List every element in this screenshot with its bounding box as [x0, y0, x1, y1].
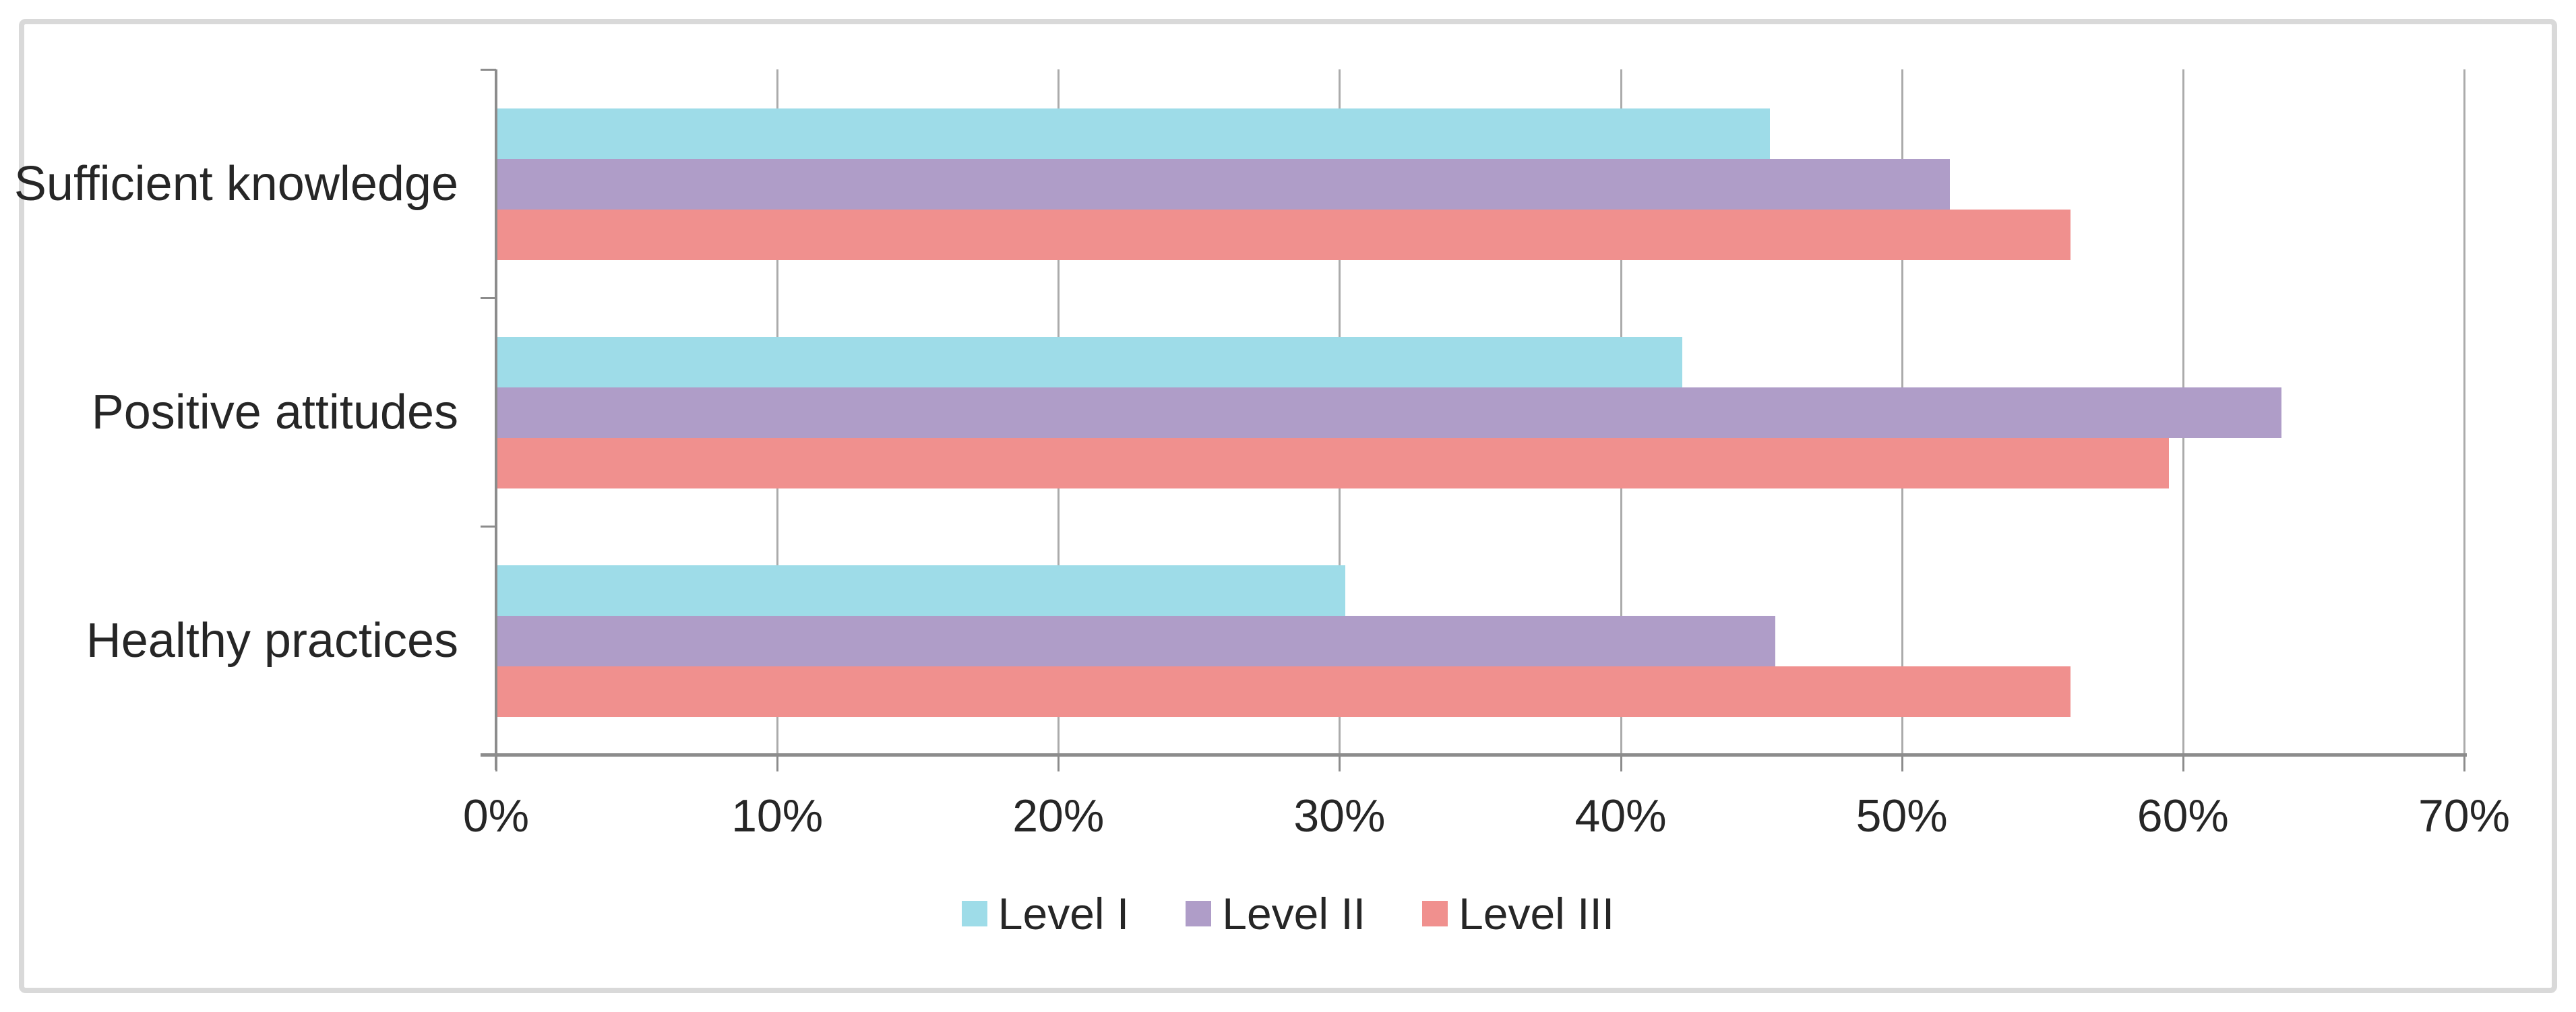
x-tick-label-20: 20% — [1012, 790, 1105, 842]
legend: Level I Level II Level III — [0, 888, 2576, 939]
category-label-healthy-practices: Healthy practices — [86, 613, 458, 668]
x-tick-0 — [495, 757, 497, 771]
x-axis-line — [481, 753, 2467, 757]
legend-label-level-i: Level I — [998, 889, 1130, 939]
y-axis-line — [495, 69, 497, 770]
bar-level-i-healthy-practices — [496, 565, 1345, 616]
x-tick-40 — [1620, 757, 1622, 771]
y-tick-0 — [481, 69, 496, 71]
legend-item-level-ii: Level II — [1186, 888, 1366, 939]
x-tick-label-30: 30% — [1293, 790, 1386, 842]
bar-level-iii-sufficient-knowledge — [496, 210, 2071, 260]
x-tick-20 — [1057, 757, 1060, 771]
bar-level-ii-healthy-practices — [496, 616, 1775, 666]
bar-level-i-sufficient-knowledge — [496, 108, 1770, 159]
x-tick-label-0: 0% — [462, 790, 530, 842]
plot-area — [496, 69, 2465, 755]
x-tick-70 — [2463, 757, 2465, 771]
legend-label-level-iii: Level III — [1459, 889, 1615, 939]
category-label-sufficient-knowledge: Sufficient knowledge — [13, 156, 458, 211]
y-tick-3 — [481, 754, 496, 756]
category-label-positive-attitudes: Positive attitudes — [91, 385, 458, 439]
bar-level-i-positive-attitudes — [496, 337, 1683, 387]
bar-level-iii-positive-attitudes — [496, 438, 2169, 488]
legend-swatch-icon-level-i — [961, 901, 987, 926]
legend-item-level-iii: Level III — [1422, 888, 1614, 939]
x-tick-label-10: 10% — [731, 790, 824, 842]
legend-label-level-ii: Level II — [1222, 889, 1366, 939]
x-tick-label-40: 40% — [1574, 790, 1667, 842]
y-tick-1 — [481, 297, 496, 299]
legend-item-level-i: Level I — [961, 888, 1130, 939]
x-tick-60 — [2182, 757, 2184, 771]
x-tick-30 — [1339, 757, 1341, 771]
y-tick-2 — [481, 526, 496, 528]
x-tick-10 — [776, 757, 779, 771]
x-tick-50 — [1901, 757, 1903, 771]
bar-level-ii-sufficient-knowledge — [496, 159, 1950, 210]
gridline-70pct — [2463, 69, 2465, 755]
x-tick-label-60: 60% — [2137, 790, 2229, 842]
legend-swatch-icon-level-iii — [1422, 901, 1448, 926]
bar-level-iii-healthy-practices — [496, 666, 2071, 717]
legend-swatch-icon-level-ii — [1186, 901, 1212, 926]
bar-level-ii-positive-attitudes — [496, 387, 2281, 438]
x-tick-label-70: 70% — [2418, 790, 2511, 842]
x-tick-label-50: 50% — [1856, 790, 1948, 842]
